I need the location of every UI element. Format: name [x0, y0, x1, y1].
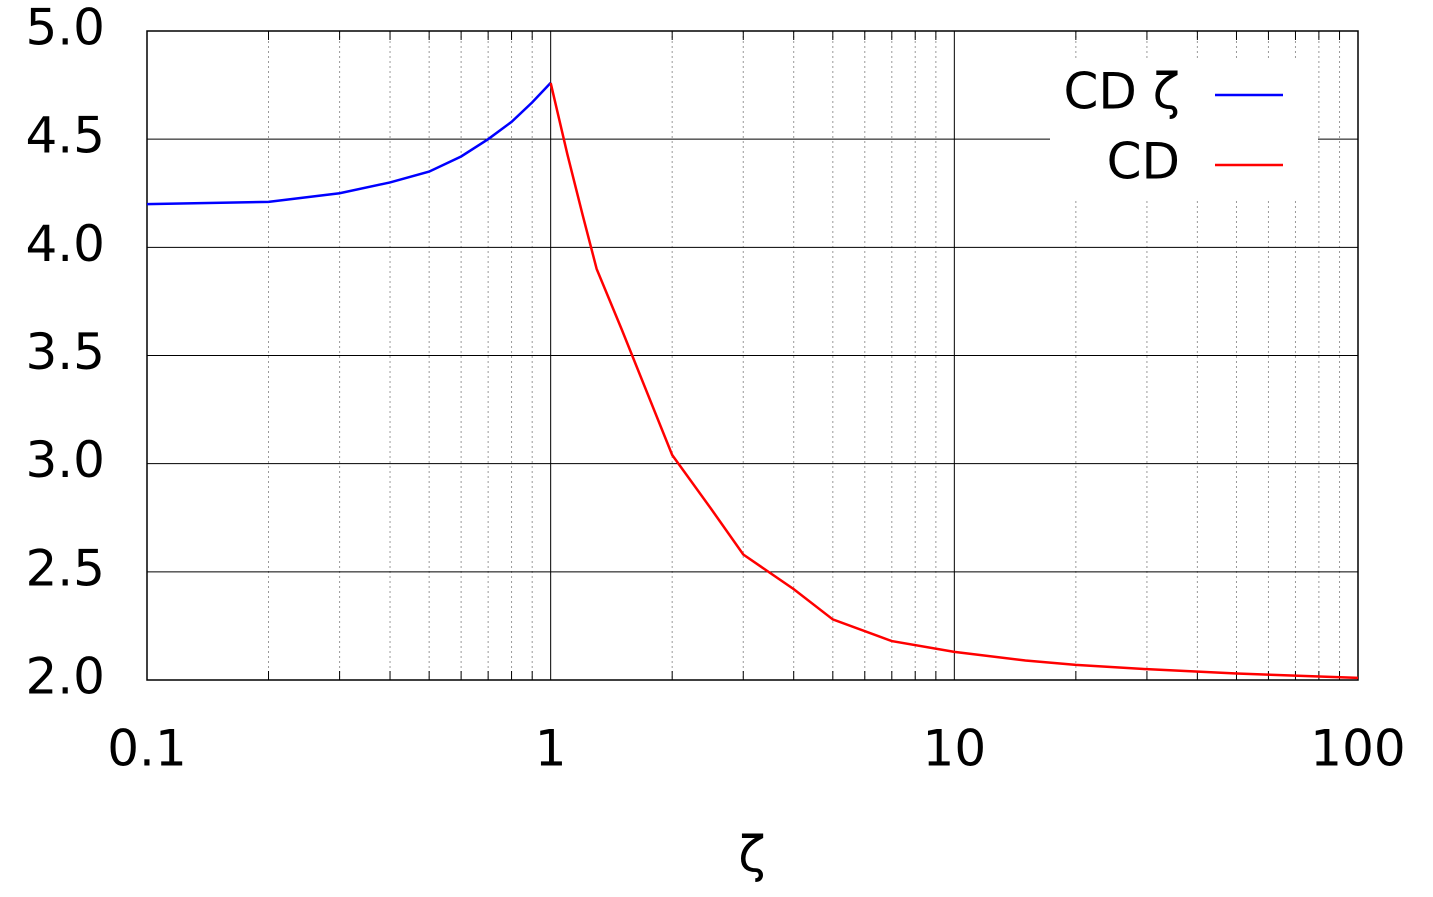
y-tick-label: 2.5 — [25, 539, 105, 597]
y-tick-label: 4.0 — [25, 215, 105, 273]
legend-box — [1050, 60, 1318, 198]
x-tick-label: 10 — [923, 720, 987, 778]
series-line — [146, 82, 552, 206]
y-tick-label: 3.5 — [25, 323, 105, 381]
legend-label: CD ζ — [1063, 63, 1180, 121]
x-tick-label: 100 — [1310, 720, 1405, 778]
legend-label: CD — [1107, 133, 1180, 191]
y-tick-label: 4.5 — [25, 107, 105, 165]
x-tick-label: 1 — [535, 720, 567, 778]
x-axis-label: ζ — [738, 826, 765, 884]
x-tick-label: 0.1 — [107, 720, 187, 778]
y-tick-label: 3.0 — [25, 431, 105, 489]
plot-frame — [146, 30, 1359, 681]
series-line — [549, 82, 1359, 680]
y-tick-label: 5.0 — [25, 0, 105, 57]
y-tick-label: 2.0 — [25, 648, 105, 706]
